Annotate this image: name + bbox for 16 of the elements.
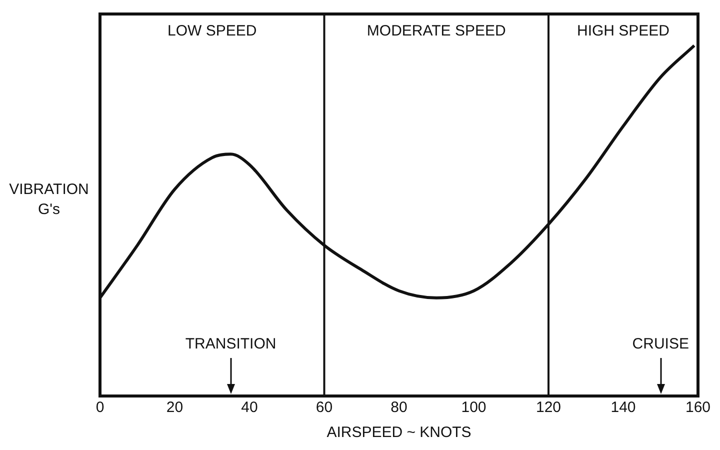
x-tick-label: 120: [536, 399, 562, 416]
x-tick-label: 20: [166, 399, 184, 416]
x-axis-title: AIRSPEED ~ KNOTS: [326, 424, 472, 442]
x-tick-label: 100: [461, 399, 486, 416]
y-axis-title: VIBRATION G's: [8, 180, 90, 220]
annotation: TRANSITION: [185, 336, 276, 353]
annotation: CRUISE: [632, 336, 689, 353]
x-tick-label: 60: [316, 399, 333, 416]
x-tick-label: 40: [241, 399, 258, 416]
x-tick-label: 80: [390, 399, 408, 416]
x-tick-label: 0: [96, 399, 104, 416]
text: LOW SPEED: [168, 22, 257, 40]
x-tick-label: 160: [685, 399, 711, 416]
x-tick-label: 140: [610, 399, 636, 416]
text: MODERATE SPEED: [366, 22, 506, 40]
text: HIGH SPEED: [576, 22, 670, 40]
